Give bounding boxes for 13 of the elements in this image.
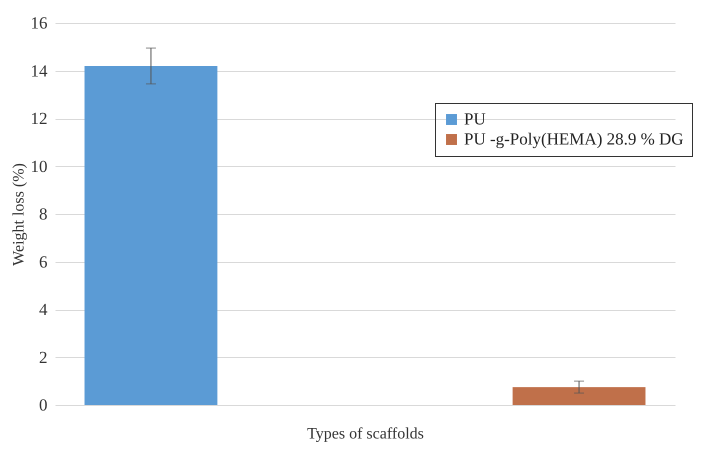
- y-tick-label: 8: [39, 204, 48, 224]
- y-tick-label: 10: [30, 156, 48, 176]
- y-tick-label: 16: [30, 14, 48, 32]
- y-tick-label: 4: [39, 300, 48, 319]
- y-tick-label: 14: [30, 61, 48, 80]
- y-tick-label: 0: [39, 396, 48, 414]
- y-tick-label: 2: [39, 348, 48, 367]
- y-tick-label: 12: [30, 109, 48, 128]
- y-axis-title: Weight loss (%): [10, 163, 28, 266]
- legend-label: PU -g-Poly(HEMA) 28.9 % DG: [464, 130, 684, 148]
- x-axis-title: Types of scaffolds: [307, 426, 424, 442]
- legend-label: PU: [464, 110, 486, 128]
- y-tick-label: 6: [39, 252, 48, 272]
